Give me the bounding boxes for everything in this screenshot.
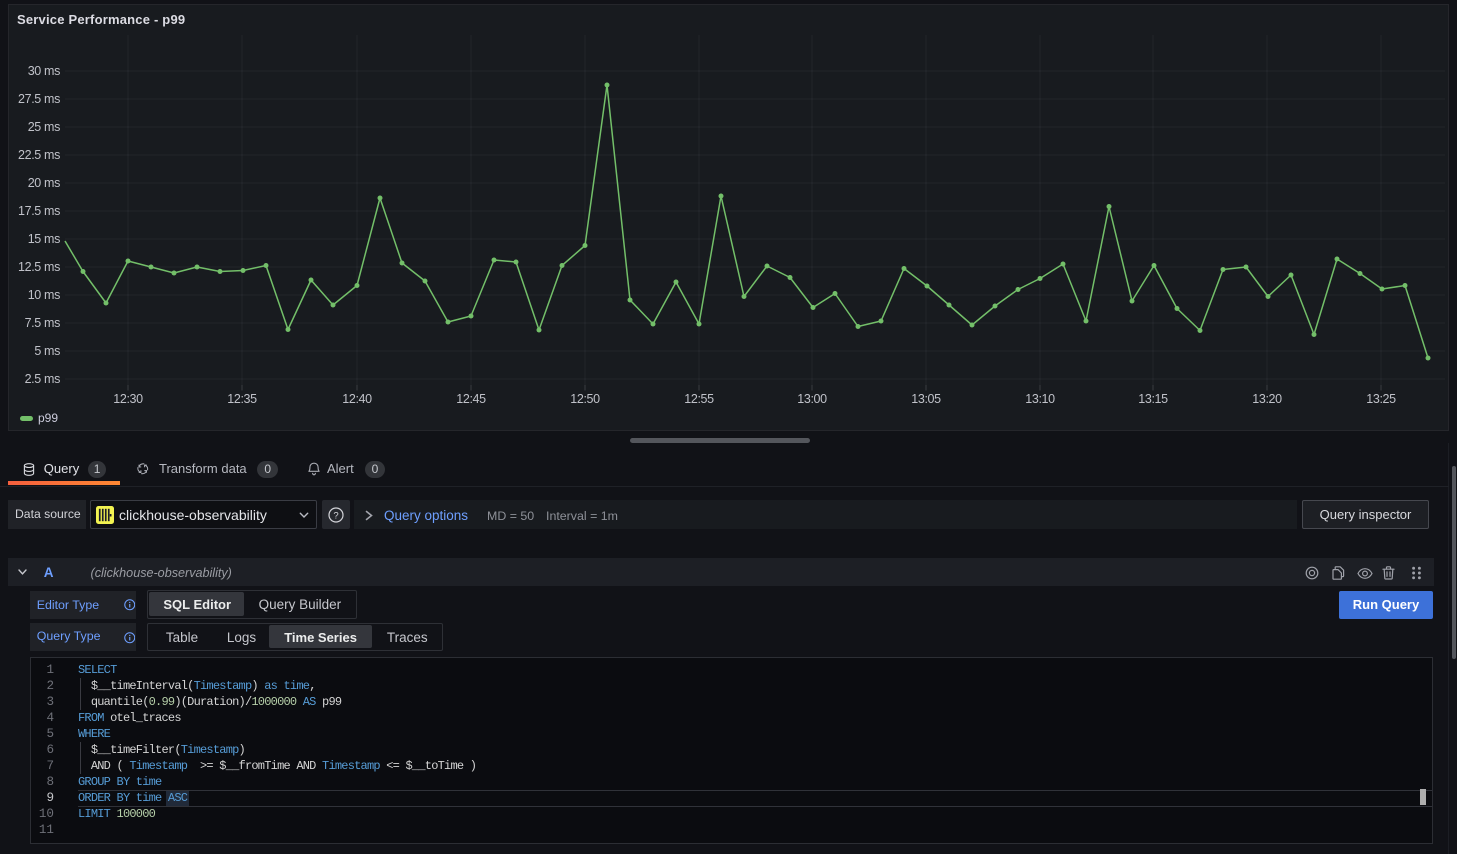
svg-text:13:10: 13:10: [1025, 392, 1055, 406]
svg-text:12:45: 12:45: [456, 392, 486, 406]
svg-text:25 ms: 25 ms: [28, 120, 60, 134]
svg-text:13:15: 13:15: [1138, 392, 1168, 406]
svg-text:15 ms: 15 ms: [28, 232, 60, 246]
svg-text:27.5 ms: 27.5 ms: [18, 92, 60, 106]
svg-text:13:00: 13:00: [797, 392, 827, 406]
svg-text:12.5 ms: 12.5 ms: [18, 260, 60, 274]
svg-text:?: ?: [333, 510, 338, 521]
svg-text:2.5 ms: 2.5 ms: [25, 372, 61, 386]
svg-text:12:30: 12:30: [113, 392, 143, 406]
svg-text:12:50: 12:50: [570, 392, 600, 406]
svg-text:7.5 ms: 7.5 ms: [25, 316, 61, 330]
svg-text:30 ms: 30 ms: [28, 64, 60, 78]
svg-text:22.5 ms: 22.5 ms: [18, 148, 60, 162]
svg-text:12:55: 12:55: [684, 392, 714, 406]
svg-text:13:25: 13:25: [1366, 392, 1396, 406]
svg-text:12:35: 12:35: [227, 392, 257, 406]
svg-text:13:05: 13:05: [911, 392, 941, 406]
svg-text:17.5 ms: 17.5 ms: [18, 204, 60, 218]
svg-text:20 ms: 20 ms: [28, 176, 60, 190]
svg-text:10 ms: 10 ms: [28, 288, 60, 302]
svg-text:5 ms: 5 ms: [34, 344, 60, 358]
svg-text:13:20: 13:20: [1252, 392, 1282, 406]
svg-text:12:40: 12:40: [342, 392, 372, 406]
